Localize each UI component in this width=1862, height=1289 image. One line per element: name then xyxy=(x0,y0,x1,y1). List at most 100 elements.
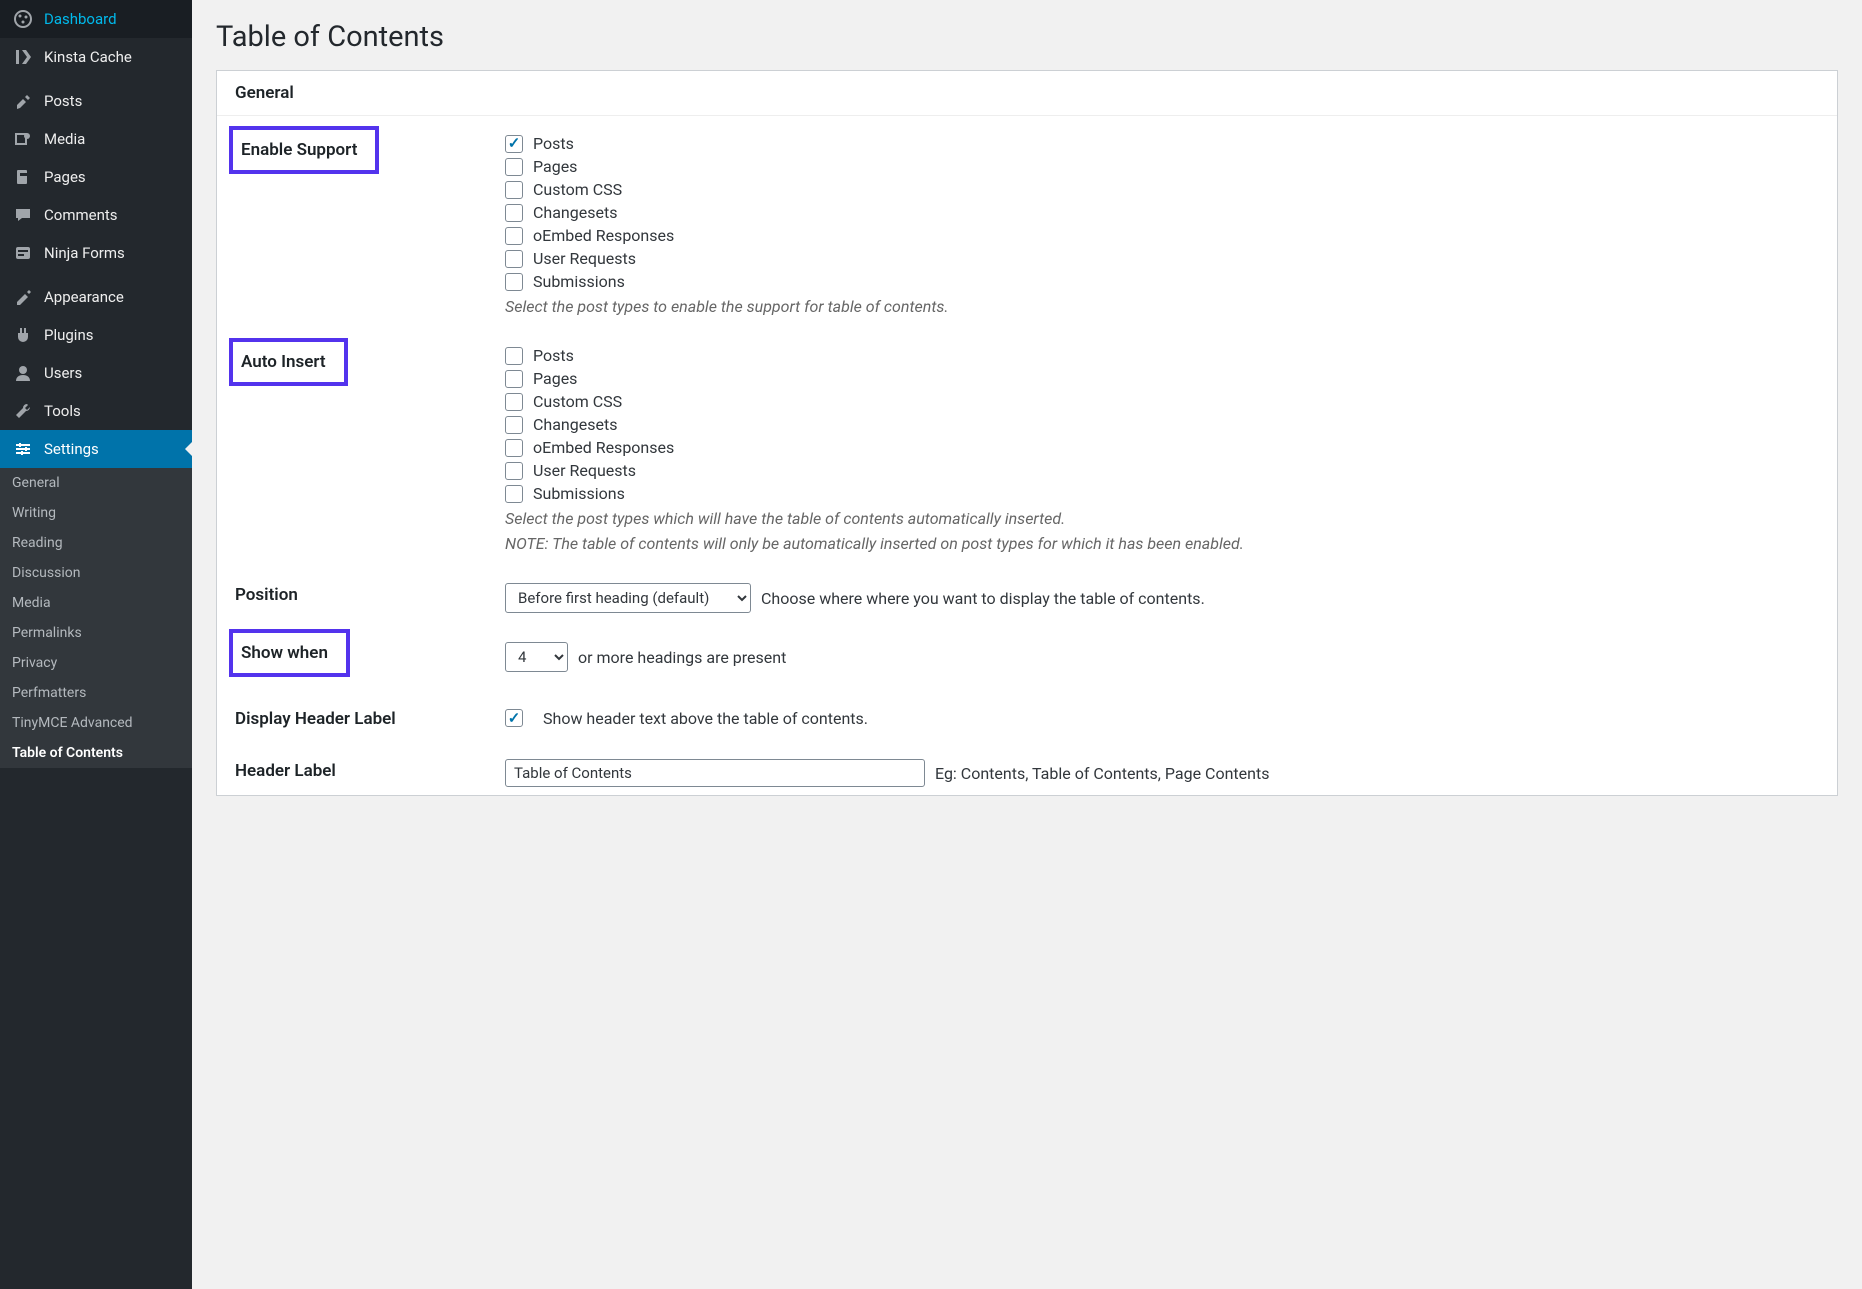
checkbox-custom-css[interactable] xyxy=(505,181,523,199)
sidebar-item-appearance[interactable]: Appearance xyxy=(0,278,192,316)
checkbox-user-requests[interactable] xyxy=(505,250,523,268)
checkbox-row: oEmbed Responses xyxy=(505,226,1819,245)
sidebar-item-plugins[interactable]: Plugins xyxy=(0,316,192,354)
sidebar-item-settings[interactable]: Settings xyxy=(0,430,192,468)
position-select[interactable]: Before first heading (default) xyxy=(505,583,751,613)
pin-icon xyxy=(12,90,34,112)
checkbox-user-requests[interactable] xyxy=(505,462,523,480)
checkbox-label: Changesets xyxy=(533,203,617,222)
sidebar-item-pages[interactable]: Pages xyxy=(0,158,192,196)
sidebar-item-label: Ninja Forms xyxy=(44,244,125,262)
settings-panel: General Enable Support Posts Pages Custom … xyxy=(216,70,1838,796)
submenu-item-reading[interactable]: Reading xyxy=(0,528,192,558)
sidebar-item-media[interactable]: Media xyxy=(0,120,192,158)
sidebar-item-kinsta-cache[interactable]: Kinsta Cache xyxy=(0,38,192,76)
checkbox-row: Pages xyxy=(505,369,1819,388)
appearance-icon xyxy=(12,286,34,308)
sidebar-item-label: Tools xyxy=(44,402,81,420)
checkbox-posts[interactable] xyxy=(505,347,523,365)
submenu-item-tinymce-advanced[interactable]: TinyMCE Advanced xyxy=(0,708,192,738)
sidebar-item-posts[interactable]: Posts xyxy=(0,82,192,120)
display-header-text: Show header text above the table of cont… xyxy=(543,709,868,728)
checkbox-label: Custom CSS xyxy=(533,180,622,199)
sidebar-item-label: Kinsta Cache xyxy=(44,48,132,66)
submenu-item-perfmatters[interactable]: Perfmatters xyxy=(0,678,192,708)
checkbox-oembed-responses[interactable] xyxy=(505,227,523,245)
checkbox-row: Changesets xyxy=(505,415,1819,434)
submenu-item-permalinks[interactable]: Permalinks xyxy=(0,618,192,648)
sidebar-item-label: Users xyxy=(44,364,82,382)
label-show-when: Show when xyxy=(229,629,350,677)
submenu-item-writing[interactable]: Writing xyxy=(0,498,192,528)
comments-icon xyxy=(12,204,34,226)
checkbox-row: Changesets xyxy=(505,203,1819,222)
checkbox-pages[interactable] xyxy=(505,158,523,176)
label-enable-support: Enable Support xyxy=(229,126,379,174)
checkbox-changesets[interactable] xyxy=(505,204,523,222)
main-content: Table of Contents General Enable Support… xyxy=(192,0,1862,1289)
submenu-item-table-of-contents[interactable]: Table of Contents xyxy=(0,738,192,768)
checkbox-row: Custom CSS xyxy=(505,392,1819,411)
sidebar-item-comments[interactable]: Comments xyxy=(0,196,192,234)
submenu-item-general[interactable]: General xyxy=(0,468,192,498)
sidebar-item-label: Comments xyxy=(44,206,118,224)
checkbox-row: Pages xyxy=(505,157,1819,176)
checkbox-label: Posts xyxy=(533,346,574,365)
dashboard-icon xyxy=(12,8,34,30)
checkbox-posts[interactable] xyxy=(505,135,523,153)
row-enable-support: Enable Support Posts Pages Custom CSS Chang… xyxy=(217,116,1837,316)
kinsta-icon xyxy=(12,46,34,68)
header-label-input[interactable] xyxy=(505,759,925,787)
label-display-header: Display Header Label xyxy=(235,707,505,729)
row-show-when: Show when 4 or more headings are present xyxy=(217,613,1837,677)
label-auto-insert: Auto Insert xyxy=(229,338,348,386)
sidebar-item-tools[interactable]: Tools xyxy=(0,392,192,430)
checkbox-row: Submissions xyxy=(505,484,1819,503)
sidebar-item-label: Appearance xyxy=(44,288,124,306)
submenu-item-discussion[interactable]: Discussion xyxy=(0,558,192,588)
label-header-label: Header Label xyxy=(235,759,505,787)
checkbox-label: Custom CSS xyxy=(533,392,622,411)
tools-icon xyxy=(12,400,34,422)
sidebar-item-dashboard[interactable]: Dashboard xyxy=(0,0,192,38)
panel-heading-general: General xyxy=(217,71,1837,116)
checkbox-label: Changesets xyxy=(533,415,617,434)
sidebar-item-label: Settings xyxy=(44,440,99,458)
page-title: Table of Contents xyxy=(216,20,1838,54)
row-header-label: Header Label Eg: Contents, Table of Cont… xyxy=(217,729,1837,795)
checkbox-label: User Requests xyxy=(533,461,636,480)
sidebar-item-label: Pages xyxy=(44,168,86,186)
checkbox-oembed-responses[interactable] xyxy=(505,439,523,457)
checkbox-row: User Requests xyxy=(505,461,1819,480)
checkbox-pages[interactable] xyxy=(505,370,523,388)
submenu-item-privacy[interactable]: Privacy xyxy=(0,648,192,678)
field-hint: NOTE: The table of contents will only be… xyxy=(505,534,1819,553)
checkbox-changesets[interactable] xyxy=(505,416,523,434)
sidebar-item-users[interactable]: Users xyxy=(0,354,192,392)
display-header-checkbox[interactable] xyxy=(505,709,523,727)
checkbox-custom-css[interactable] xyxy=(505,393,523,411)
submenu-item-media[interactable]: Media xyxy=(0,588,192,618)
checkbox-submissions[interactable] xyxy=(505,273,523,291)
media-icon xyxy=(12,128,34,150)
checkbox-label: Submissions xyxy=(533,484,625,503)
users-icon xyxy=(12,362,34,384)
pages-icon xyxy=(12,166,34,188)
show-when-select[interactable]: 4 xyxy=(505,642,568,672)
settings-submenu: GeneralWritingReadingDiscussionMediaPerm… xyxy=(0,468,192,768)
sidebar-item-ninja-forms[interactable]: Ninja Forms xyxy=(0,234,192,272)
checkbox-label: Posts xyxy=(533,134,574,153)
plugins-icon xyxy=(12,324,34,346)
sidebar-item-label: Media xyxy=(44,130,85,148)
admin-sidebar: Dashboard Kinsta Cache Posts Media Pages Com… xyxy=(0,0,192,1289)
checkbox-label: Submissions xyxy=(533,272,625,291)
checkbox-row: Posts xyxy=(505,346,1819,365)
sidebar-item-label: Dashboard xyxy=(44,10,117,28)
checkbox-label: Pages xyxy=(533,369,577,388)
field-hint: Select the post types to enable the supp… xyxy=(505,297,1819,316)
checkbox-row: Custom CSS xyxy=(505,180,1819,199)
checkbox-submissions[interactable] xyxy=(505,485,523,503)
row-auto-insert: Auto Insert Posts Pages Custom CSS Changese… xyxy=(217,316,1837,553)
row-display-header: Display Header Label Show header text ab… xyxy=(217,677,1837,729)
sidebar-item-label: Plugins xyxy=(44,326,93,344)
